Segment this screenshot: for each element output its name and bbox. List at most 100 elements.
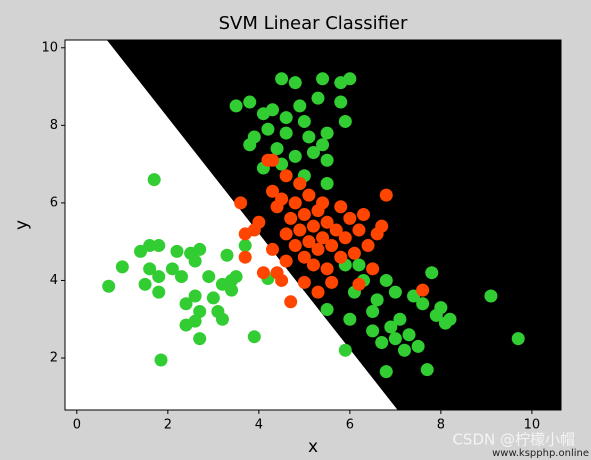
point	[229, 270, 243, 284]
point	[152, 270, 166, 284]
point	[306, 258, 320, 272]
point	[279, 254, 293, 268]
watermark: CSDN @柠檬小帽	[452, 431, 575, 449]
point	[188, 289, 202, 303]
point	[302, 235, 316, 249]
point	[420, 363, 434, 377]
point	[306, 145, 320, 159]
point	[275, 192, 289, 206]
point	[375, 219, 389, 233]
point	[361, 239, 375, 253]
point	[266, 184, 280, 198]
point	[397, 343, 411, 357]
point	[229, 99, 243, 113]
point	[434, 301, 448, 315]
chart-title: SVM Linear Classifier	[219, 13, 408, 34]
point	[416, 283, 430, 297]
point	[152, 285, 166, 299]
point	[366, 304, 380, 318]
point	[143, 239, 157, 253]
x-tick-label: 6	[346, 418, 354, 433]
point	[316, 231, 330, 245]
point	[311, 285, 325, 299]
point	[325, 239, 339, 253]
point	[215, 312, 229, 326]
point	[393, 312, 407, 326]
y-tick-label: 4	[50, 273, 58, 288]
point	[379, 365, 393, 379]
point	[347, 246, 361, 260]
point	[379, 188, 393, 202]
point	[320, 303, 334, 317]
point	[379, 273, 393, 287]
region	[65, 40, 398, 410]
point	[284, 295, 298, 309]
point	[288, 239, 302, 253]
point	[154, 353, 168, 367]
point	[247, 330, 261, 344]
point	[411, 339, 425, 353]
point	[279, 169, 293, 183]
point	[311, 91, 325, 105]
point	[366, 324, 380, 338]
point	[266, 153, 280, 167]
point	[115, 260, 129, 274]
point	[338, 343, 352, 357]
point	[220, 248, 234, 262]
point	[334, 200, 348, 214]
point	[320, 153, 334, 167]
point	[170, 244, 184, 258]
point	[343, 211, 357, 225]
point	[288, 149, 302, 163]
point	[366, 262, 380, 276]
point	[443, 312, 457, 326]
x-tick-label: 0	[73, 418, 81, 433]
point	[288, 76, 302, 90]
x-axis-label: x	[308, 437, 318, 457]
point	[302, 188, 316, 202]
point	[320, 262, 334, 276]
point	[193, 332, 207, 346]
point	[338, 114, 352, 128]
point	[193, 242, 207, 256]
watermark: www.kspphp.online	[492, 448, 589, 459]
point	[266, 242, 280, 256]
point	[275, 72, 289, 86]
point	[311, 242, 325, 256]
point	[388, 332, 402, 346]
point	[334, 250, 348, 264]
point	[243, 95, 257, 109]
point	[320, 177, 334, 191]
x-tick-label: 4	[255, 418, 263, 433]
y-tick-label: 10	[41, 40, 58, 55]
point	[357, 208, 371, 222]
point	[293, 99, 307, 113]
point	[252, 215, 266, 229]
point	[370, 293, 384, 307]
point	[384, 320, 398, 334]
point	[261, 122, 275, 136]
point	[225, 283, 239, 297]
point	[256, 107, 270, 121]
point	[270, 142, 284, 156]
point	[238, 250, 252, 264]
point	[143, 262, 157, 276]
point	[288, 196, 302, 210]
point	[338, 231, 352, 245]
point	[138, 277, 152, 291]
point	[206, 291, 220, 305]
point	[256, 266, 270, 280]
point	[297, 114, 311, 128]
point	[234, 196, 248, 210]
point	[102, 279, 116, 293]
point	[279, 111, 293, 125]
y-tick-label: 6	[50, 195, 58, 210]
point	[179, 297, 193, 311]
point	[343, 312, 357, 326]
point	[375, 336, 389, 350]
point	[188, 254, 202, 268]
point	[297, 250, 311, 264]
point	[297, 208, 311, 222]
y-tick-label: 2	[50, 351, 58, 366]
point	[511, 332, 525, 346]
